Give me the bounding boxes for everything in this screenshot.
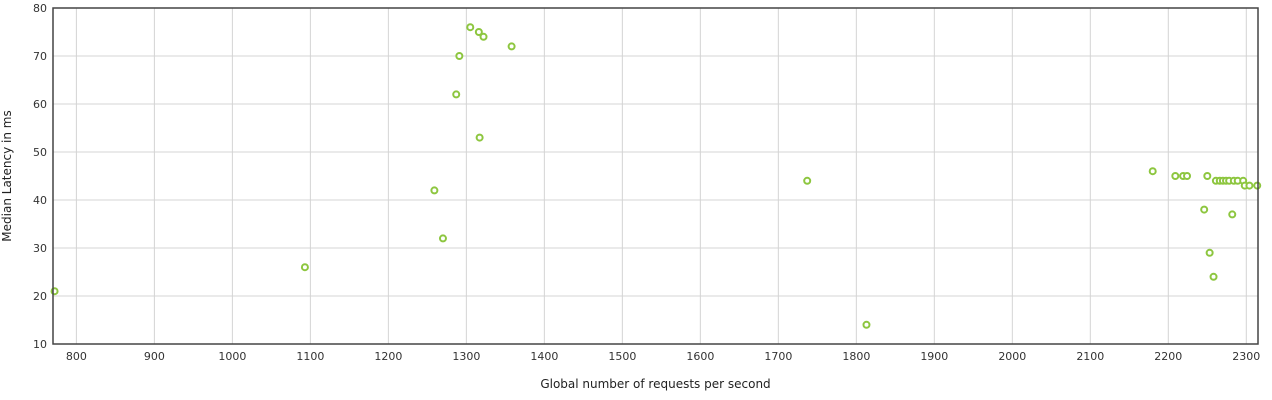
y-tick-label: 30 — [33, 242, 47, 255]
x-tick-label: 2200 — [1154, 350, 1182, 363]
data-point — [1205, 248, 1214, 257]
data-point — [1253, 181, 1262, 190]
x-tick-label: 1300 — [452, 350, 480, 363]
data-point — [1183, 172, 1192, 180]
y-tick-label: 40 — [33, 194, 47, 207]
y-tick-label: 20 — [33, 290, 47, 303]
data-point — [479, 32, 488, 41]
grid — [53, 7, 1258, 345]
y-axis-ticks: 10 20 30 40 50 60 70 80 — [33, 2, 47, 351]
y-tick-label: 70 — [33, 50, 47, 63]
data-point — [862, 320, 871, 329]
x-tick-label: 900 — [144, 350, 165, 363]
x-tick-label: 1000 — [218, 350, 246, 363]
y-tick-label: 60 — [33, 98, 47, 111]
x-tick-label: 1600 — [686, 350, 714, 363]
data-point — [455, 52, 464, 60]
data-point — [1209, 272, 1218, 281]
data-point — [1245, 181, 1254, 190]
x-axis-ticks: 800 900 1000 1100 1200 1300 1400 1500 1600 1700 18… — [66, 350, 1260, 363]
data-point — [430, 186, 439, 195]
data-point — [466, 23, 475, 32]
x-tick-label: 2100 — [1076, 350, 1104, 363]
x-axis-title: Global number of requests per second — [540, 377, 770, 391]
data-point — [438, 234, 447, 243]
x-tick-label: 1200 — [374, 350, 402, 363]
data-point — [475, 133, 484, 142]
x-tick-label: 2000 — [998, 350, 1026, 363]
data-point — [300, 263, 309, 272]
x-tick-label: 1700 — [764, 350, 792, 363]
x-tick-label: 1900 — [920, 350, 948, 363]
x-tick-label: 1500 — [608, 350, 636, 363]
x-tick-label: 2300 — [1232, 350, 1260, 363]
data-point — [452, 90, 461, 99]
data-point — [474, 28, 483, 36]
y-tick-label: 80 — [33, 2, 47, 15]
data-point — [803, 176, 812, 185]
y-tick-label: 10 — [33, 338, 47, 351]
x-tick-label: 1100 — [296, 350, 324, 363]
plot-frame — [52, 7, 1259, 345]
x-tick-label: 1400 — [530, 350, 558, 363]
data-point — [1203, 172, 1212, 180]
data-point — [1148, 167, 1157, 176]
data-point — [1228, 210, 1237, 219]
data-points — [50, 23, 1262, 329]
data-point — [507, 42, 516, 51]
x-tick-label: 800 — [66, 350, 87, 363]
x-tick-label: 1800 — [842, 350, 870, 363]
data-point — [1171, 172, 1180, 180]
data-point — [1200, 205, 1209, 214]
y-tick-label: 50 — [33, 146, 47, 159]
y-axis-title: Median Latency in ms — [0, 110, 14, 241]
